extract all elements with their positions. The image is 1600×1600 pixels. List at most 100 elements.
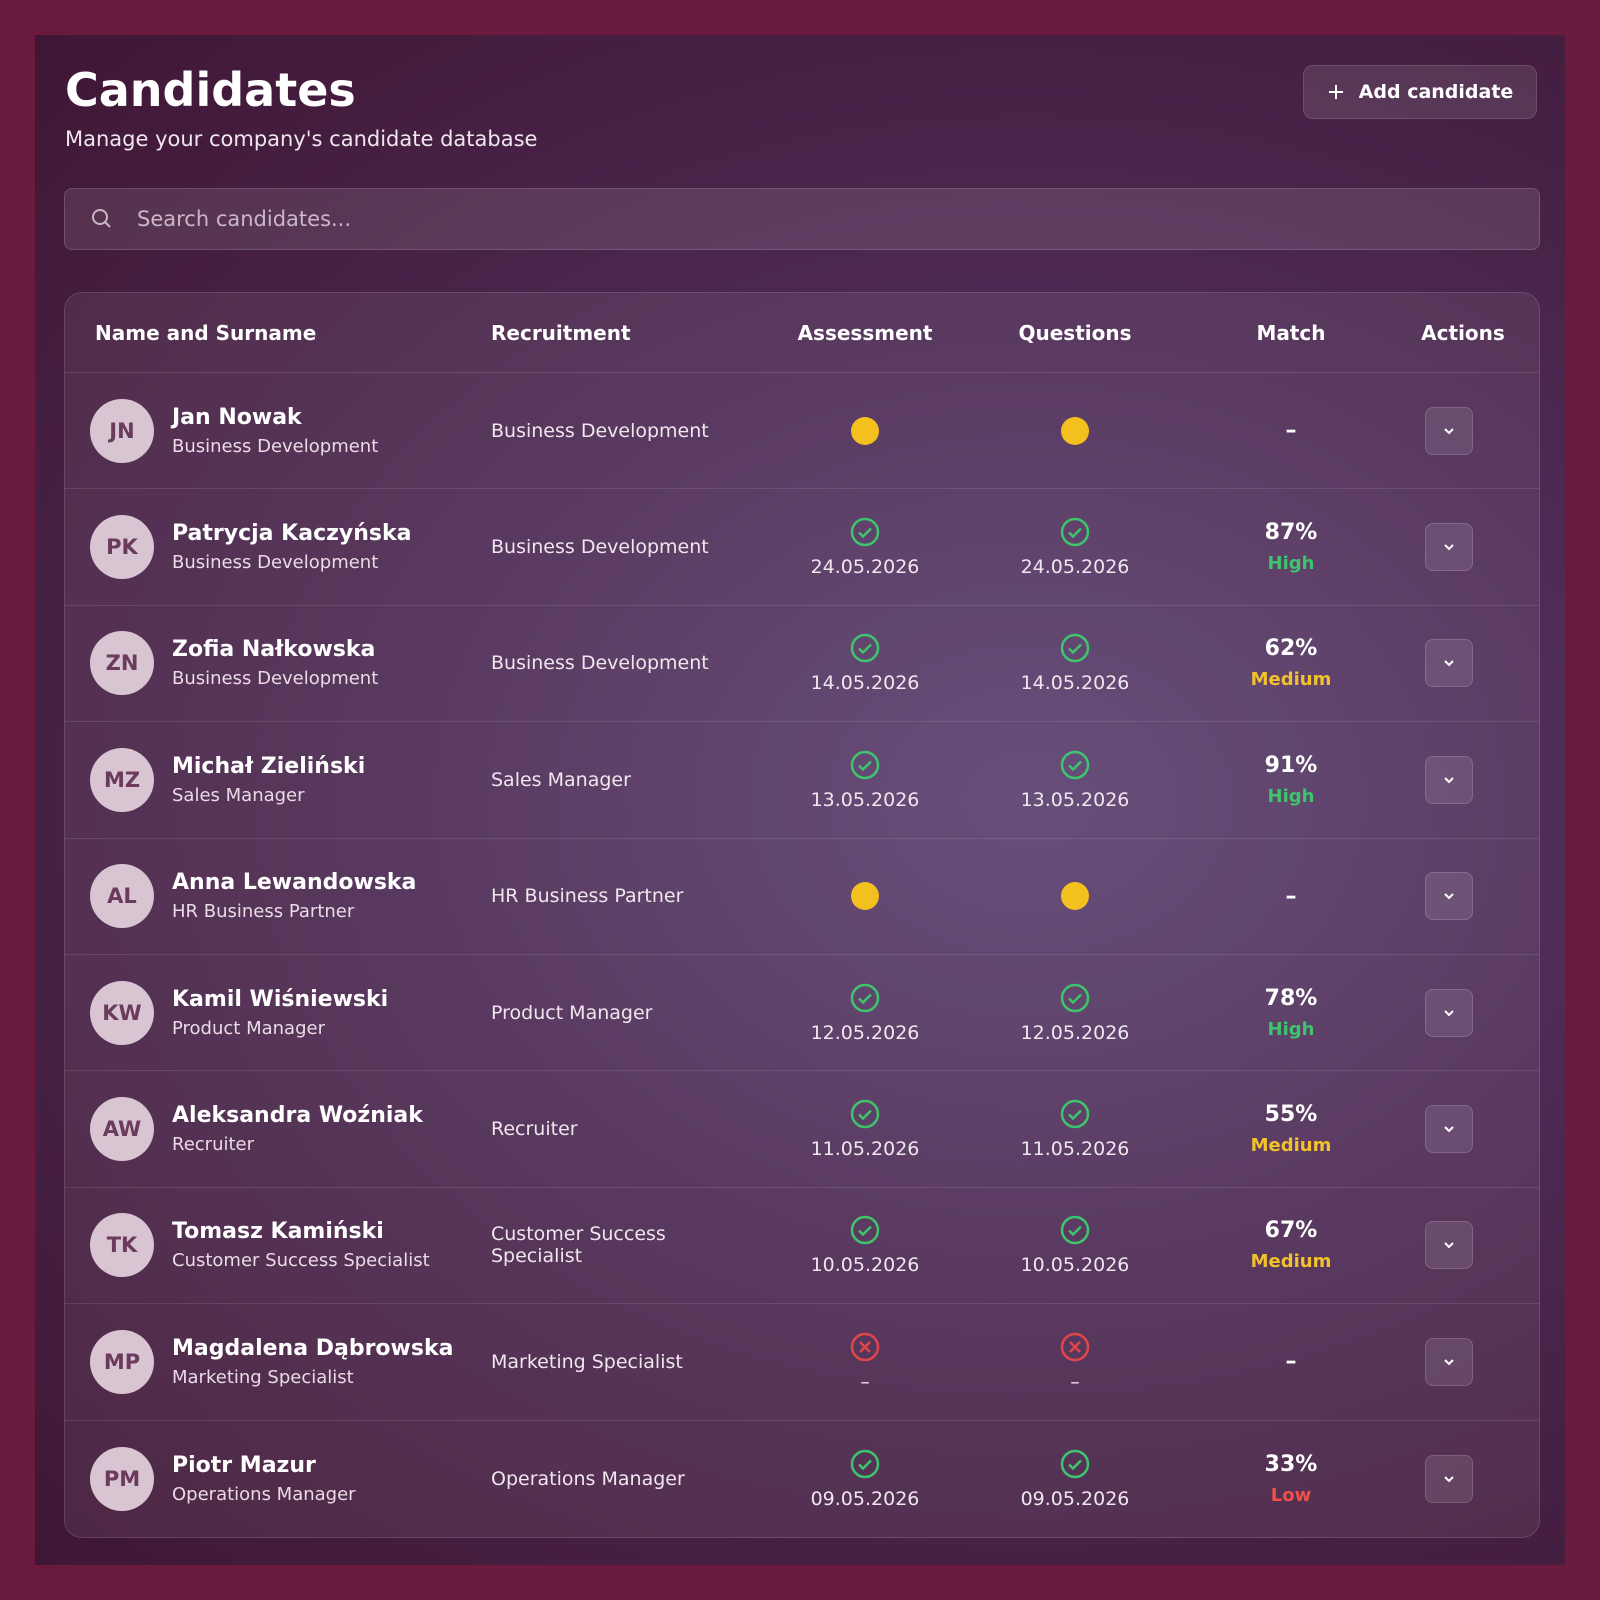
expand-button[interactable] xyxy=(1425,639,1473,688)
chevron-icon xyxy=(1444,427,1454,435)
questions-cell: 10.05.2026 xyxy=(969,1214,1181,1276)
check-icon xyxy=(850,1216,880,1245)
expand-button[interactable] xyxy=(1425,523,1473,572)
table-header: Name and Surname Recruitment Assessment Que… xyxy=(65,293,1539,373)
name-block: Jan Nowak Business Development xyxy=(172,405,378,457)
questions-date: 12.05.2026 xyxy=(1020,1021,1130,1044)
assessment-cell: 12.05.2026 xyxy=(761,982,969,1044)
avatar: AL xyxy=(90,864,154,929)
candidate-name: Zofia Nałkowska xyxy=(172,637,376,663)
expand-button[interactable] xyxy=(1425,872,1473,921)
questions-cell xyxy=(969,882,1181,911)
check-icon xyxy=(1060,634,1090,663)
name-cell: AL Anna Lewandowska HR Business Partner xyxy=(90,864,491,929)
check-icon xyxy=(850,750,880,780)
assessment-cell: 09.05.2026 xyxy=(761,1448,969,1510)
candidate-role: Sales Manager xyxy=(172,784,305,806)
match-cell: – xyxy=(1181,418,1401,443)
candidate-role: Operations Manager xyxy=(172,1483,356,1505)
chevron-icon xyxy=(1444,1009,1454,1017)
avatar: PM xyxy=(90,1446,154,1511)
candidate-role: Recruiter xyxy=(172,1134,255,1156)
match-percent: 91% xyxy=(1264,752,1318,778)
pending-dot xyxy=(851,882,879,911)
assessment-date: 24.05.2026 xyxy=(810,556,920,579)
match-level: Medium xyxy=(1250,1251,1332,1273)
name-block: Kamil Wiśniewski Product Manager xyxy=(172,987,388,1039)
match-cell: 87% High xyxy=(1181,520,1401,574)
expand-button[interactable] xyxy=(1425,755,1473,804)
actions-cell xyxy=(1373,406,1525,455)
assessment-date: 13.05.2026 xyxy=(810,788,920,811)
match-percent: – xyxy=(1285,1349,1297,1375)
match-cell: 78% High xyxy=(1181,986,1401,1040)
search-placeholder: Search candidates... xyxy=(137,207,352,231)
match-percent: 62% xyxy=(1264,636,1318,662)
candidate-role: Customer Success Specialist xyxy=(172,1250,430,1272)
assessment-date: – xyxy=(860,1370,870,1393)
match-percent: 67% xyxy=(1264,1218,1318,1244)
candidate-name: Aleksandra Woźniak xyxy=(172,1103,423,1129)
search-icon xyxy=(92,209,111,228)
column-header: Actions xyxy=(1421,320,1505,345)
column-header: Name and Surname xyxy=(95,320,317,345)
chevron-icon xyxy=(1444,544,1454,551)
questions-cell: 12.05.2026 xyxy=(969,982,1181,1044)
pending-dot xyxy=(851,416,879,445)
candidate-row: MZ Michał Zieliński Sales Manager Sales Man… xyxy=(65,722,1539,839)
assessment-cell xyxy=(761,882,969,911)
avatar: MP xyxy=(90,1329,154,1394)
match-level: Medium xyxy=(1250,669,1332,691)
questions-cell: – xyxy=(969,1331,1181,1393)
match-level: High xyxy=(1267,785,1315,807)
column-header: Assessment xyxy=(797,320,933,345)
assessment-cell: – xyxy=(761,1331,969,1393)
questions-date: – xyxy=(1070,1370,1080,1393)
name-block: Patrycja Kaczyńska Business Development xyxy=(172,521,412,573)
match-level: Low xyxy=(1270,1484,1312,1506)
pending-dot xyxy=(1061,882,1089,911)
chevron-icon xyxy=(1444,893,1454,900)
recruitment: Customer Success Specialist xyxy=(491,1223,666,1268)
assessment-cell: 13.05.2026 xyxy=(761,749,969,811)
expand-button[interactable] xyxy=(1425,1221,1473,1270)
fail-icon xyxy=(1060,1332,1090,1362)
candidate-role: Business Development xyxy=(172,668,379,690)
fail-icon xyxy=(850,1332,880,1362)
column-header: Recruitment xyxy=(491,320,631,345)
search-box[interactable]: Search candidates... xyxy=(64,188,1540,250)
pending-dot xyxy=(1061,416,1089,445)
questions-date: 13.05.2026 xyxy=(1020,788,1130,811)
expand-button[interactable] xyxy=(1425,1337,1473,1386)
candidate-name: Piotr Mazur xyxy=(172,1452,316,1478)
check-icon xyxy=(1060,1099,1090,1129)
match-cell: – xyxy=(1181,1349,1401,1374)
check-icon xyxy=(850,1099,880,1129)
candidate-name: Michał Zieliński xyxy=(172,753,366,779)
avatar: TK xyxy=(90,1213,154,1278)
avatar: JN xyxy=(90,398,154,463)
assessment-date: 10.05.2026 xyxy=(810,1254,920,1277)
match-cell: – xyxy=(1181,884,1401,909)
assessment-cell: 11.05.2026 xyxy=(761,1098,969,1160)
avatar: ZN xyxy=(90,631,154,696)
chevron-icon xyxy=(1444,1242,1454,1249)
candidate-row: TK Tomasz Kamiński Customer Success Specia… xyxy=(65,1188,1539,1305)
chevron-icon xyxy=(1444,1475,1454,1483)
expand-button[interactable] xyxy=(1425,406,1473,455)
actions-cell xyxy=(1373,872,1525,921)
assessment-cell: 24.05.2026 xyxy=(761,516,969,578)
expand-button[interactable] xyxy=(1425,1105,1473,1154)
match-percent: – xyxy=(1285,418,1297,444)
name-block: Magdalena Dąbrowska Marketing Specialist xyxy=(172,1336,453,1388)
candidate-name: Anna Lewandowska xyxy=(172,870,417,896)
expand-button[interactable] xyxy=(1425,988,1473,1037)
add-candidate-button[interactable]: Add candidate xyxy=(1303,65,1537,119)
candidate-row: KW Kamil Wiśniewski Product Manager Product… xyxy=(65,955,1539,1072)
expand-button[interactable] xyxy=(1425,1454,1473,1503)
assessment-cell: 10.05.2026 xyxy=(761,1214,969,1276)
match-percent: – xyxy=(1285,883,1297,909)
name-cell: MP Magdalena Dąbrowska Marketing Specialis… xyxy=(90,1329,491,1394)
candidate-row: AL Anna Lewandowska HR Business Partner HR … xyxy=(65,839,1539,955)
